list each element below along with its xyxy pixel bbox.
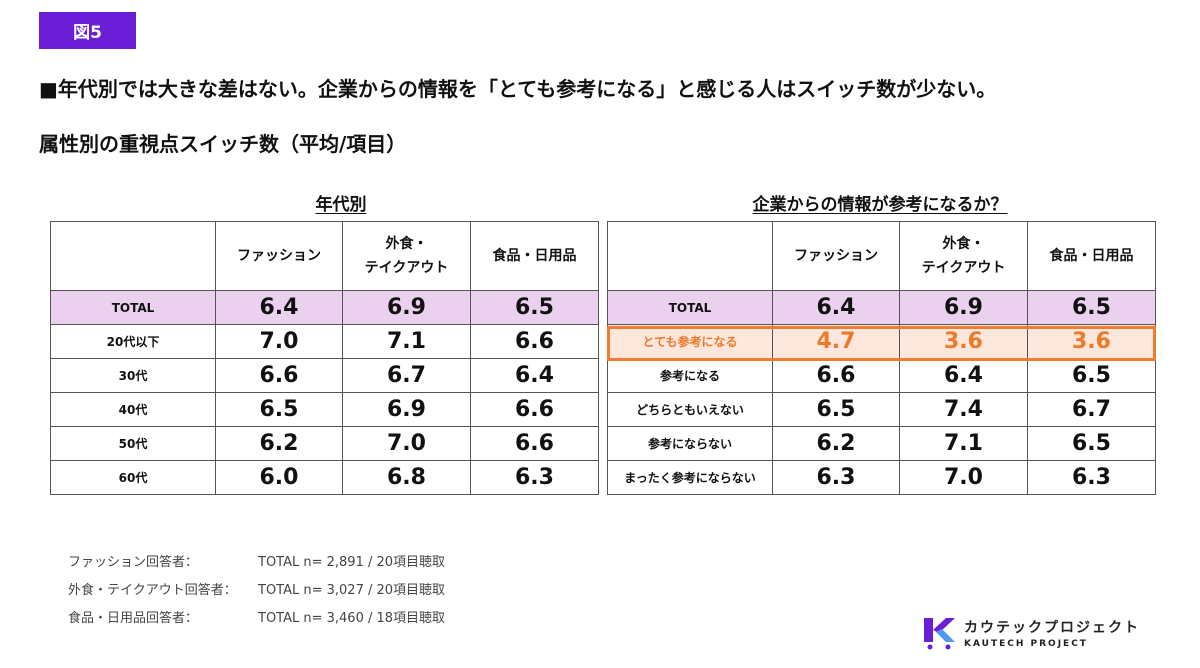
table-header-row: ファッション 外食・ テイクアウト 食品・日用品 — [50, 221, 599, 291]
value-cell: 6.3 — [470, 460, 599, 495]
table-row: TOTAL 6.4 6.9 6.5 — [50, 290, 599, 325]
logo-sub: KAUTECH PROJECT — [964, 639, 1088, 649]
note-label: ファッション回答者： — [68, 555, 199, 570]
logo-name: カウテックプロジェクト — [964, 620, 1140, 636]
table-row: どちらともいえない 6.5 7.4 6.7 — [607, 392, 1156, 427]
value-cell: 6.9 — [899, 290, 1028, 325]
sample-notes: ファッション回答者： TOTAL n= 2,891 / 20項目聴取 外食・テイ… — [68, 551, 445, 635]
value-cell: 3.6 — [899, 324, 1028, 359]
header-cell — [607, 221, 773, 291]
row-label: 参考になる — [607, 358, 773, 393]
value-cell: 6.5 — [470, 290, 599, 325]
header-cell: 食品・日用品 — [1027, 221, 1156, 291]
row-label: 30代 — [50, 358, 216, 393]
value-cell: 7.4 — [899, 392, 1028, 427]
row-label: どちらともいえない — [607, 392, 773, 427]
row-label: TOTAL — [50, 290, 216, 325]
table-row: 20代以下 7.0 7.1 6.6 — [50, 324, 599, 359]
age-table-title: 年代別 — [315, 195, 367, 215]
value-cell: 6.9 — [342, 290, 471, 325]
value-cell: 6.5 — [1027, 358, 1156, 393]
row-label: 50代 — [50, 426, 216, 461]
info-table: ファッション 外食・ テイクアウト 食品・日用品 TOTAL 6.4 6.9 6.… — [607, 221, 1156, 495]
row-label: まったく参考にならない — [607, 460, 773, 495]
note-line: 食品・日用品回答者： TOTAL n= 3,460 / 18項目聴取 — [68, 607, 445, 635]
row-label: とても参考になる — [607, 324, 773, 359]
value-cell: 3.6 — [1027, 324, 1156, 359]
row-label: 20代以下 — [50, 324, 216, 359]
row-label: TOTAL — [607, 290, 773, 325]
kautech-logo: カウテックプロジェクト KAUTECH PROJECT — [922, 616, 1140, 650]
value-cell: 6.2 — [215, 426, 343, 461]
table-header-row: ファッション 外食・ テイクアウト 食品・日用品 — [607, 221, 1156, 291]
value-cell: 7.1 — [342, 324, 471, 359]
value-cell: 6.6 — [772, 358, 900, 393]
header-cell: ファッション — [215, 221, 343, 291]
table-row: TOTAL 6.4 6.9 6.5 — [607, 290, 1156, 325]
value-cell: 6.6 — [470, 324, 599, 359]
value-cell: 6.3 — [772, 460, 900, 495]
header-cell — [50, 221, 216, 291]
table-row: 30代 6.6 6.7 6.4 — [50, 358, 599, 393]
table-row: 60代 6.0 6.8 6.3 — [50, 460, 599, 495]
value-cell: 6.3 — [1027, 460, 1156, 495]
header-cell: 外食・ テイクアウト — [342, 221, 471, 291]
value-cell: 6.0 — [215, 460, 343, 495]
age-table: ファッション 外食・ テイクアウト 食品・日用品 TOTAL 6.4 6.9 6.… — [50, 221, 599, 495]
note-line: 外食・テイクアウト回答者： TOTAL n= 3,027 / 20項目聴取 — [68, 579, 445, 607]
value-cell: 6.5 — [1027, 290, 1156, 325]
table-row: 参考になる 6.6 6.4 6.5 — [607, 358, 1156, 393]
value-cell: 6.6 — [470, 426, 599, 461]
row-label: 参考にならない — [607, 426, 773, 461]
value-cell: 6.6 — [470, 392, 599, 427]
value-cell: 6.5 — [1027, 426, 1156, 461]
value-cell: 7.0 — [215, 324, 343, 359]
table-row: 参考にならない 6.2 7.1 6.5 — [607, 426, 1156, 461]
note-value: TOTAL n= 3,027 / 20項目聴取 — [258, 583, 446, 598]
note-line: ファッション回答者： TOTAL n= 2,891 / 20項目聴取 — [68, 551, 445, 579]
value-cell: 7.0 — [342, 426, 471, 461]
value-cell: 7.0 — [899, 460, 1028, 495]
value-cell: 7.1 — [899, 426, 1028, 461]
note-value: TOTAL n= 2,891 / 20項目聴取 — [258, 555, 446, 570]
row-label: 40代 — [50, 392, 216, 427]
note-label: 外食・テイクアウト回答者： — [68, 583, 237, 598]
value-cell: 6.5 — [215, 392, 343, 427]
value-cell: 6.5 — [772, 392, 900, 427]
headline: ■年代別では大きな差はない。企業からの情報を「とても参考になる」と感じる人はスイ… — [39, 77, 997, 101]
value-cell: 6.4 — [772, 290, 900, 325]
value-cell: 6.7 — [342, 358, 471, 393]
header-cell: 外食・ テイクアウト — [899, 221, 1028, 291]
logo-mark-icon — [924, 618, 955, 650]
value-cell: 6.7 — [1027, 392, 1156, 427]
info-table-title: 企業からの情報が参考になるか？ — [752, 195, 1008, 215]
note-label: 食品・日用品回答者： — [68, 611, 199, 626]
table-row: 40代 6.5 6.9 6.6 — [50, 392, 599, 427]
header-cell: 食品・日用品 — [470, 221, 599, 291]
value-cell: 6.4 — [899, 358, 1028, 393]
figure-badge: 図5 — [39, 12, 136, 49]
value-cell: 6.4 — [215, 290, 343, 325]
table-row: まったく参考にならない 6.3 7.0 6.3 — [607, 460, 1156, 495]
value-cell: 4.7 — [772, 324, 900, 359]
value-cell: 6.6 — [215, 358, 343, 393]
header-cell: ファッション — [772, 221, 900, 291]
table-row: 50代 6.2 7.0 6.6 — [50, 426, 599, 461]
note-value: TOTAL n= 3,460 / 18項目聴取 — [258, 611, 446, 626]
value-cell: 6.8 — [342, 460, 471, 495]
value-cell: 6.2 — [772, 426, 900, 461]
highlighted-row: とても参考になる 4.7 3.6 3.6 — [607, 324, 1156, 359]
subtitle: 属性別の重視点スイッチ数（平均/項目） — [39, 132, 407, 156]
value-cell: 6.9 — [342, 392, 471, 427]
row-label: 60代 — [50, 460, 216, 495]
value-cell: 6.4 — [470, 358, 599, 393]
